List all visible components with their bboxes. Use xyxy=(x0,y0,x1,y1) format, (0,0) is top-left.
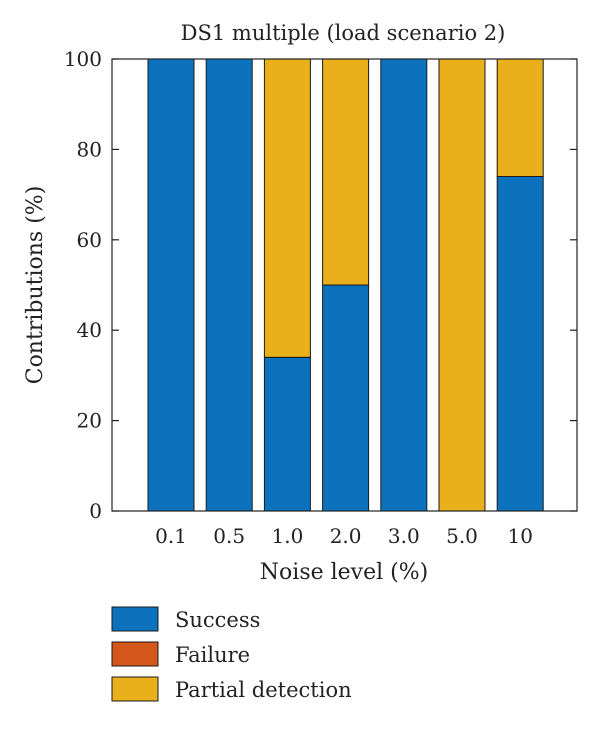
bar-success xyxy=(322,284,370,512)
legend-label: Success xyxy=(175,608,260,632)
x-tick-label: 0.1 xyxy=(155,524,187,548)
y-axis-ticks: 0 20 40 60 80 100 xyxy=(64,47,577,523)
bar-success xyxy=(205,58,253,512)
bar-partial-detection xyxy=(438,58,486,512)
legend: Success Failure Partial detection xyxy=(111,606,352,702)
bar-partial-detection xyxy=(263,58,311,358)
y-tick-label: 20 xyxy=(77,409,102,433)
x-tick-label: 1.0 xyxy=(271,524,303,548)
x-tick-label: 0.5 xyxy=(213,524,245,548)
y-tick-label: 40 xyxy=(77,318,102,342)
bar-success xyxy=(380,58,428,512)
legend-swatch xyxy=(111,606,159,632)
x-axis-label: Noise level (%) xyxy=(260,560,428,585)
bars xyxy=(147,58,544,512)
y-tick-label: 60 xyxy=(77,228,102,252)
y-tick-label: 80 xyxy=(77,137,102,161)
legend-swatch xyxy=(111,676,159,702)
bar-partial-detection xyxy=(322,58,370,286)
bar-success xyxy=(496,176,544,512)
y-tick-label: 0 xyxy=(89,499,102,523)
x-tick-label: 5.0 xyxy=(446,524,478,548)
bar-partial-detection xyxy=(496,58,544,178)
x-axis-ticks: 0.1 0.5 1.0 2.0 3.0 5.0 10 xyxy=(155,59,533,548)
x-tick-label: 10 xyxy=(507,524,532,548)
x-tick-label: 3.0 xyxy=(388,524,420,548)
legend-label: Failure xyxy=(175,643,250,667)
legend-swatch xyxy=(111,641,159,667)
bar-success xyxy=(147,58,195,512)
y-tick-label: 100 xyxy=(64,47,102,71)
chart-title: DS1 multiple (load scenario 2) xyxy=(181,21,506,45)
legend-label: Partial detection xyxy=(175,678,352,702)
plot-frame xyxy=(111,58,578,512)
bar-success xyxy=(263,356,311,512)
x-tick-label: 2.0 xyxy=(330,524,362,548)
y-axis-label: Contributions (%) xyxy=(23,186,48,385)
